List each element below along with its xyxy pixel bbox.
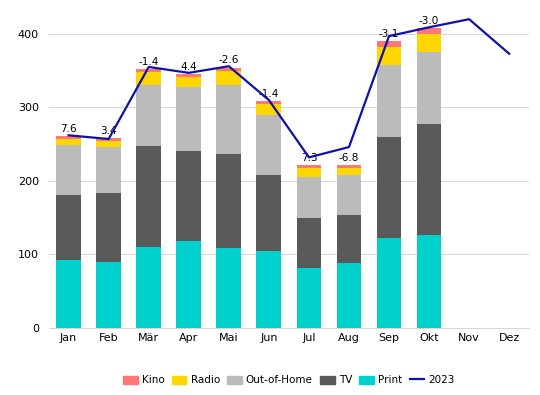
Bar xyxy=(177,87,201,151)
Bar xyxy=(217,68,241,71)
Bar xyxy=(296,177,321,218)
Bar xyxy=(217,71,241,85)
Bar xyxy=(336,167,361,175)
Bar xyxy=(376,65,401,137)
Bar xyxy=(56,260,81,328)
Bar xyxy=(256,175,281,251)
Bar xyxy=(256,104,281,115)
2023 xyxy=(466,17,472,22)
2023 xyxy=(266,98,272,102)
Text: 7.3: 7.3 xyxy=(301,153,317,163)
Bar xyxy=(217,85,241,154)
Bar xyxy=(256,115,281,175)
Text: 3.4: 3.4 xyxy=(100,126,117,136)
Text: 7.6: 7.6 xyxy=(60,124,77,134)
Bar xyxy=(336,263,361,328)
Bar xyxy=(217,248,241,328)
Legend: Kino, Radio, Out-of-Home, TV, Print, 2023: Kino, Radio, Out-of-Home, TV, Print, 202… xyxy=(119,371,459,389)
Bar xyxy=(136,69,161,72)
Bar xyxy=(296,166,321,168)
Bar xyxy=(56,195,81,260)
2023 xyxy=(105,137,112,141)
Bar xyxy=(376,137,401,238)
Bar xyxy=(376,41,401,47)
Bar xyxy=(96,262,121,328)
Bar xyxy=(296,267,321,328)
Text: 4.4: 4.4 xyxy=(180,62,197,72)
Bar xyxy=(417,34,442,52)
Bar xyxy=(177,77,201,87)
Bar xyxy=(177,74,201,77)
Bar xyxy=(336,165,361,167)
Bar xyxy=(296,218,321,267)
Text: -2.6: -2.6 xyxy=(219,55,239,66)
Bar xyxy=(256,101,281,104)
Line: 2023: 2023 xyxy=(69,19,509,157)
Bar xyxy=(136,146,161,247)
Bar xyxy=(256,251,281,328)
Text: -1.4: -1.4 xyxy=(139,57,159,67)
2023 xyxy=(426,25,433,30)
Bar xyxy=(136,72,161,85)
2023 xyxy=(386,34,392,38)
Bar xyxy=(177,241,201,328)
Bar xyxy=(376,47,401,65)
Bar xyxy=(296,168,321,177)
Bar xyxy=(417,124,442,235)
Bar xyxy=(96,138,121,141)
Bar xyxy=(96,141,121,147)
Bar xyxy=(56,145,81,195)
Bar xyxy=(56,136,81,139)
Bar xyxy=(96,147,121,194)
Text: -1.4: -1.4 xyxy=(259,88,279,99)
2023 xyxy=(506,51,512,56)
2023 xyxy=(346,145,352,149)
Bar xyxy=(417,52,442,124)
Bar xyxy=(336,215,361,263)
Bar xyxy=(217,154,241,248)
Bar xyxy=(96,194,121,262)
Bar xyxy=(336,175,361,215)
Bar xyxy=(177,151,201,241)
2023 xyxy=(226,64,232,69)
2023 xyxy=(145,65,152,70)
2023 xyxy=(306,155,312,160)
2023 xyxy=(186,70,192,75)
Bar xyxy=(417,235,442,328)
Text: -3.0: -3.0 xyxy=(419,16,439,26)
Text: -3.1: -3.1 xyxy=(379,29,399,39)
Bar xyxy=(417,28,442,34)
Bar xyxy=(56,139,81,145)
Text: -6.8: -6.8 xyxy=(339,152,359,162)
Bar xyxy=(136,247,161,328)
Bar xyxy=(376,238,401,328)
2023 xyxy=(65,133,72,138)
Bar xyxy=(136,85,161,146)
